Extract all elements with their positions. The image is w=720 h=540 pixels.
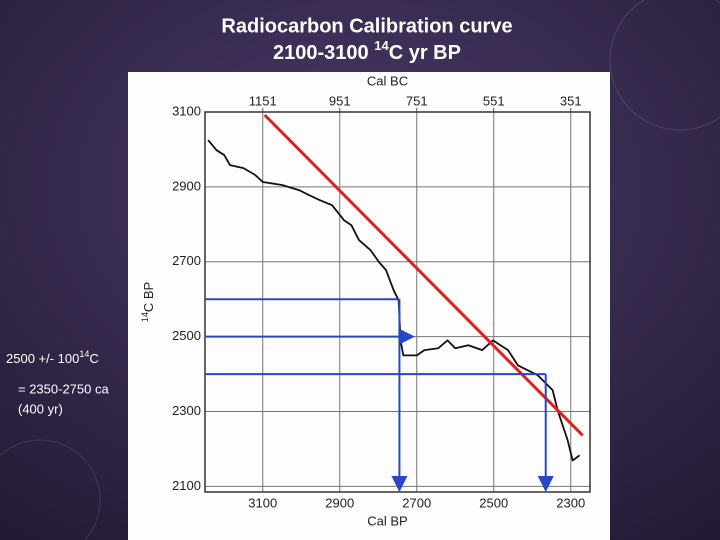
y-tick-label: 2700	[172, 253, 201, 268]
y-tick-label: 2100	[172, 478, 201, 493]
x2-tick-label: 551	[483, 93, 505, 108]
x-tick-label: 2300	[556, 495, 585, 510]
annotation: 2500 +/- 10014C = 2350-2750 ca (400 yr)	[6, 349, 109, 416]
annotation-part: C	[89, 351, 98, 366]
y-tick-label: 2300	[172, 403, 201, 418]
annotation-part: 2500 +/- 100	[6, 351, 79, 366]
y-axis-label-sup: 14	[140, 312, 150, 322]
y-axis-label: 14C BP	[140, 282, 156, 322]
x-tick-label: 3100	[248, 495, 277, 510]
x2-tick-label: 1151	[249, 93, 277, 108]
y-tick-label: 2900	[172, 178, 201, 193]
decor	[0, 439, 101, 540]
series-line	[263, 113, 584, 437]
title-part: C yr BP	[389, 42, 461, 64]
y-tick-label: 2500	[172, 328, 201, 343]
series-line	[207, 139, 581, 462]
annotation-line: (400 yr)	[18, 401, 63, 416]
x-tick-label: 2700	[402, 495, 431, 510]
x2-tick-label: 951	[329, 93, 351, 108]
annotation-line: 2500 +/- 10014C	[6, 349, 99, 366]
x-tick-label: 2900	[325, 495, 354, 510]
title-sup: 14	[374, 38, 389, 53]
annotation-sup: 14	[79, 349, 89, 359]
plot-frame	[204, 111, 591, 493]
x2-tick-label: 751	[406, 93, 428, 108]
annotation-line: = 2350-2750 ca	[18, 381, 109, 396]
x-axis-label: Cal BP	[367, 513, 407, 528]
x-tick-label: 2500	[479, 495, 508, 510]
y-tick-label: 3100	[172, 103, 201, 118]
decor	[609, 0, 720, 131]
x2-axis-label: Cal BC	[367, 73, 408, 88]
y-axis-label-part: C BP	[141, 282, 156, 312]
title: 2100-3100 14C yr BP	[273, 38, 461, 64]
x2-tick-label: 351	[560, 93, 582, 108]
chart-image	[128, 72, 610, 540]
plot: 2100 2300 2500 2700 2900 3100 3100 2900 2700 2500…	[140, 73, 591, 528]
title-part: 2100-3100	[273, 42, 374, 64]
title: Radiocarbon Calibration curve	[221, 15, 512, 37]
